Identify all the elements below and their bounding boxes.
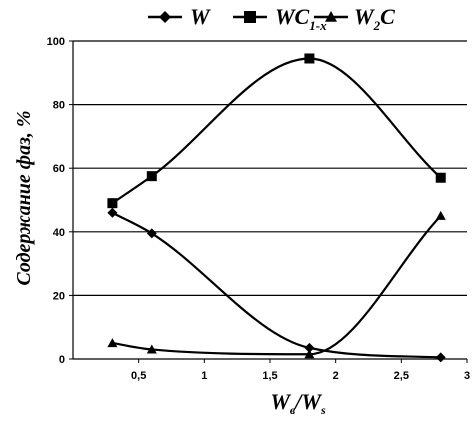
data-point-W2C — [304, 349, 315, 359]
legend-swatch-marker — [244, 11, 256, 23]
data-point-W — [435, 352, 446, 363]
legend-label-W: W — [190, 4, 211, 29]
x-tick-label: 1 — [201, 370, 207, 382]
legend: W WC1-x W2C — [148, 4, 395, 33]
data-point-WC — [435, 172, 446, 183]
x-tick-label: 0,5 — [131, 370, 146, 382]
data-point-W2C — [107, 338, 118, 348]
data-point-W — [107, 207, 118, 218]
tick-labels: 0 20 40 60 80 100 0,5 1 1,5 2 2,5 3 — [47, 36, 470, 382]
legend-item-WC: WC1-x — [233, 4, 327, 33]
grid-lines — [73, 40, 467, 296]
data-point-W2C — [146, 344, 157, 354]
y-tick-label: 80 — [53, 100, 65, 112]
legend-swatch-marker — [159, 11, 171, 23]
y-tick-label: 40 — [53, 227, 65, 239]
data-point-WC — [146, 171, 157, 182]
data-point-W2C — [435, 210, 446, 220]
legend-swatch-marker — [325, 11, 337, 22]
data-point-W — [146, 228, 157, 239]
y-tick-label: 0 — [59, 354, 65, 366]
y-tick-label: 60 — [53, 163, 65, 175]
series-line-WC — [111, 57, 442, 205]
legend-label-W2C: W2C — [354, 4, 395, 33]
legend-item-W: W — [148, 4, 211, 29]
x-tick-label: 2,5 — [394, 370, 409, 382]
x-tick-label: 3 — [464, 370, 470, 382]
series-line-W — [111, 211, 441, 359]
axes — [69, 40, 468, 363]
series-layer — [107, 53, 446, 363]
legend-item-W2C: W2C — [314, 4, 395, 33]
y-tick-label: 20 — [53, 290, 65, 302]
data-point-WC — [107, 198, 118, 209]
x-tick-label: 2 — [333, 370, 339, 382]
data-point-WC — [304, 53, 315, 64]
y-tick-label: 100 — [47, 36, 65, 48]
series-line-W2C — [112, 215, 442, 356]
y-axis-title: Содержание фаз, % — [13, 110, 35, 285]
data-point-W — [304, 342, 315, 353]
x-tick-label: 1,5 — [262, 370, 277, 382]
legend-label-WC: WC1-x — [275, 4, 327, 33]
x-axis-title: Wв/Ws — [270, 389, 326, 417]
